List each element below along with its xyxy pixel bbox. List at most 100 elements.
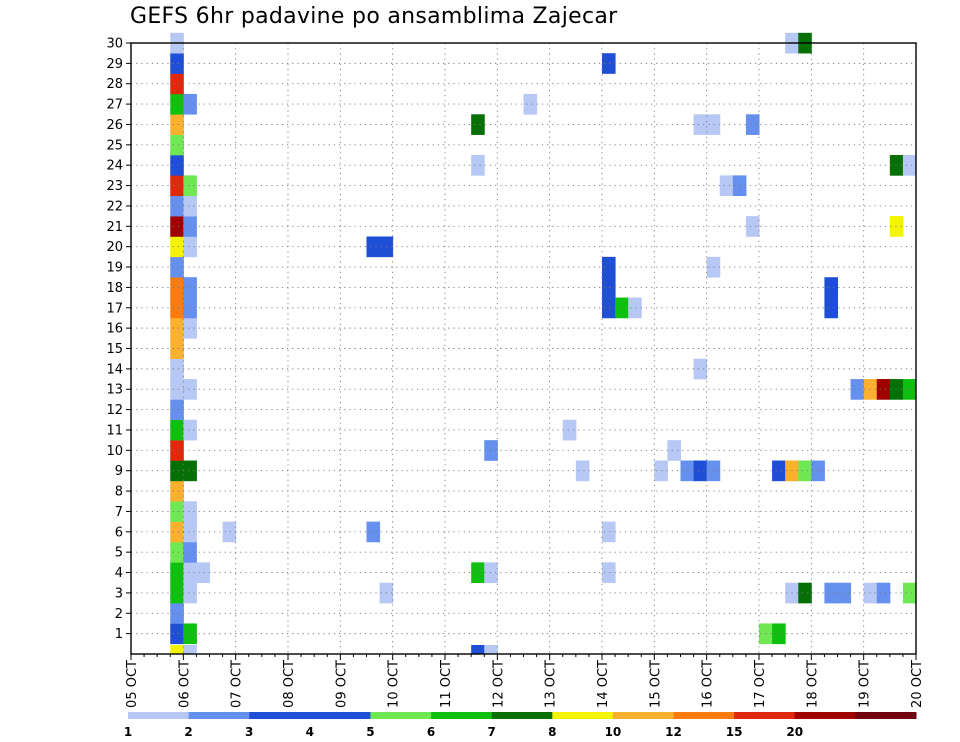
heatmap-cell bbox=[183, 216, 197, 237]
y-tick-label: 8 bbox=[115, 485, 123, 500]
y-tick-label: 25 bbox=[106, 138, 123, 153]
x-tick-label: 11 OCT bbox=[439, 660, 454, 708]
heatmap-cell bbox=[562, 419, 577, 441]
y-tick-label: 4 bbox=[115, 566, 123, 581]
y-tick-label: 7 bbox=[115, 505, 123, 520]
heatmap-cell bbox=[602, 297, 616, 319]
heatmap-cell bbox=[170, 582, 184, 604]
heatmap-cell bbox=[222, 521, 237, 543]
heatmap-cell bbox=[183, 645, 197, 655]
heatmap-cell bbox=[654, 460, 668, 482]
heatmap-cell bbox=[170, 195, 184, 217]
y-tick-label: 1 bbox=[115, 627, 123, 642]
heatmap-cell bbox=[170, 379, 184, 400]
heatmap-cell bbox=[170, 277, 184, 298]
heatmap-cell bbox=[170, 338, 184, 359]
y-tick-label: 11 bbox=[106, 423, 123, 438]
x-tick-label: 05 OCT bbox=[125, 660, 140, 708]
color-legend: 1 2 3 4 5 6 7 8 10 12 15 20 bbox=[124, 712, 917, 739]
heatmap-cell bbox=[850, 379, 865, 400]
x-tick-label: 17 OCT bbox=[753, 660, 768, 708]
heatmap-cell bbox=[183, 175, 197, 197]
heatmap-cell bbox=[602, 562, 616, 584]
heatmap-cell bbox=[471, 155, 485, 176]
heatmap-cell bbox=[170, 297, 184, 319]
heatmap-cell bbox=[183, 562, 197, 584]
y-tick-label: 14 bbox=[106, 362, 123, 377]
heatmap-cell bbox=[667, 440, 681, 461]
y-tick-label: 2 bbox=[115, 607, 123, 622]
heatmap-cell bbox=[183, 379, 197, 400]
y-tick-label: 29 bbox=[106, 57, 123, 72]
heatmap-cell bbox=[772, 460, 786, 482]
heatmap-cell bbox=[183, 460, 197, 482]
y-tick-label: 21 bbox=[106, 220, 123, 235]
x-tick-label: 15 OCT bbox=[648, 660, 663, 708]
heatmap-cell bbox=[183, 582, 197, 604]
heatmap-cell bbox=[693, 460, 708, 482]
y-tick-label: 27 bbox=[106, 98, 123, 113]
heatmap-cell bbox=[183, 93, 197, 115]
heatmap-cell bbox=[170, 256, 184, 278]
x-tick-label: 13 OCT bbox=[544, 660, 559, 708]
heatmap-cell bbox=[170, 317, 184, 339]
heatmap-cell bbox=[170, 521, 184, 543]
heatmap-cell bbox=[170, 440, 184, 461]
x-axis: 05 OCT 06 OCT 07 OCT 08 OCT 09 OCT 10 OCT 11 O… bbox=[125, 654, 925, 708]
heatmap-cell bbox=[602, 256, 616, 278]
heatmap-cell bbox=[824, 277, 838, 298]
heatmap-cell bbox=[902, 582, 917, 604]
legend-swatch bbox=[188, 712, 250, 719]
heatmap-cell bbox=[183, 297, 197, 319]
heatmap-cell bbox=[484, 440, 498, 461]
legend-label: 20 bbox=[786, 725, 803, 739]
legend-label: 8 bbox=[548, 725, 556, 739]
x-tick-label: 06 OCT bbox=[177, 660, 192, 708]
heatmap-cell bbox=[170, 114, 184, 135]
heatmap-cell bbox=[366, 521, 381, 543]
chart-title: GEFS 6hr padavine po ansamblima Zajecar bbox=[130, 4, 618, 29]
x-tick-label: 20 OCT bbox=[910, 660, 925, 708]
heatmap-cell bbox=[798, 460, 812, 482]
heatmap-cell bbox=[602, 277, 616, 298]
heatmap-cell bbox=[170, 419, 184, 441]
legend-swatch bbox=[794, 712, 856, 719]
y-tick-label: 13 bbox=[106, 383, 123, 398]
legend-swatch bbox=[491, 712, 553, 719]
heatmap-cell bbox=[183, 277, 197, 298]
legend-swatch bbox=[309, 712, 371, 719]
y-tick-label: 16 bbox=[106, 322, 123, 337]
heatmap-cell bbox=[170, 216, 184, 237]
heatmap-cell bbox=[183, 541, 197, 563]
heatmap-cell bbox=[876, 379, 891, 400]
heatmap-cell bbox=[902, 155, 917, 176]
heatmap-cell bbox=[170, 501, 184, 522]
heatmap-cell bbox=[471, 645, 485, 655]
legend-swatch bbox=[249, 712, 311, 719]
y-tick-label: 26 bbox=[106, 118, 123, 133]
heatmap-cell bbox=[170, 93, 184, 115]
heatmap-cell bbox=[745, 216, 760, 237]
y-tick-label: 19 bbox=[106, 261, 123, 276]
y-tick-label: 9 bbox=[115, 464, 123, 479]
heatmap-cell bbox=[170, 73, 184, 95]
legend-label: 7 bbox=[488, 725, 496, 739]
legend-label: 12 bbox=[665, 725, 682, 739]
heatmap-cell bbox=[196, 562, 210, 584]
heatmap-cells bbox=[170, 32, 917, 655]
heatmap-cell bbox=[183, 623, 197, 645]
heatmap-cell bbox=[889, 155, 904, 176]
y-tick-label: 3 bbox=[115, 586, 123, 601]
heatmap-cell bbox=[693, 114, 708, 135]
x-tick-label: 14 OCT bbox=[596, 660, 611, 708]
heatmap-cell bbox=[484, 562, 498, 584]
x-tick-label: 19 OCT bbox=[858, 660, 873, 708]
legend-label: 3 bbox=[245, 725, 253, 739]
heatmap-cell bbox=[183, 195, 197, 217]
heatmap-cell bbox=[170, 562, 184, 584]
x-tick-label: 18 OCT bbox=[805, 660, 820, 708]
y-tick-label: 5 bbox=[115, 546, 123, 561]
heatmap-cell bbox=[170, 603, 184, 624]
legend-swatch bbox=[128, 712, 190, 719]
